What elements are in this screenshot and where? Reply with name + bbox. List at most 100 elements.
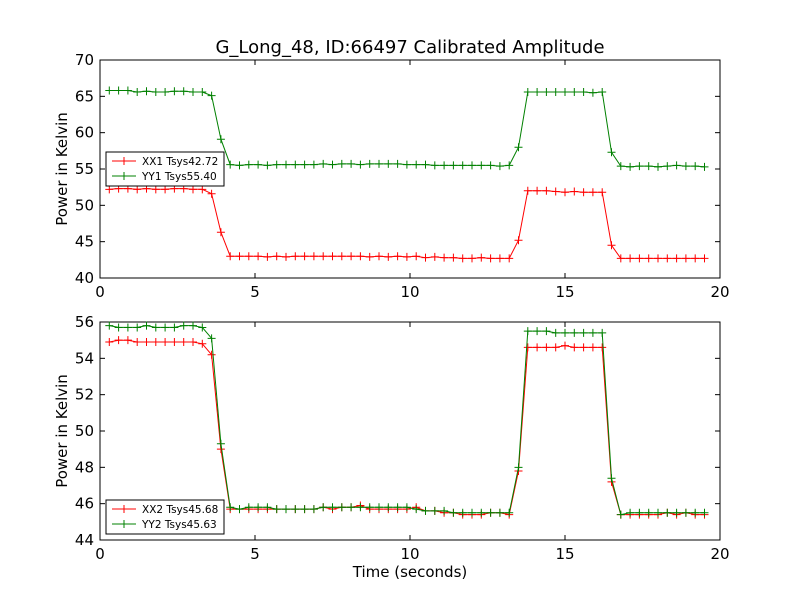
top-data-point	[309, 252, 318, 261]
bottom-legend-label-2: YY2 Tsys45.63	[141, 519, 217, 531]
top-data-point	[542, 186, 551, 195]
bottom-data-point	[133, 337, 142, 346]
bottom-data-point	[551, 328, 560, 337]
bottom-data-point	[533, 327, 542, 336]
top-data-point	[133, 87, 142, 96]
top-legend-swatch-marker	[120, 172, 128, 180]
bottom-panel: Power in Kelvin Time (seconds) 0 5 10 15 20 4…	[53, 313, 730, 581]
top-data-point	[226, 252, 235, 261]
bottom-data-point	[663, 508, 672, 517]
bottom-y-tick-label: 56	[75, 313, 94, 331]
bottom-data-point	[282, 505, 290, 514]
top-data-point	[468, 161, 476, 170]
top-data-point	[337, 159, 346, 168]
bottom-x-tick-label: 20	[710, 545, 729, 563]
top-x-tick-label: 15	[555, 283, 574, 301]
bottom-data-point	[402, 503, 411, 512]
top-data-point	[161, 87, 170, 96]
bottom-data-point	[421, 506, 430, 515]
bottom-data-point	[170, 323, 179, 332]
top-data-point	[505, 161, 514, 170]
top-legend-label-2: YY1 Tsys55.40	[141, 171, 217, 183]
top-data-point	[402, 252, 411, 261]
top-x-tick-label: 0	[95, 283, 105, 301]
top-data-point	[440, 161, 449, 170]
top-data-point	[235, 252, 244, 261]
bottom-data-point	[700, 508, 709, 517]
top-data-point	[198, 185, 207, 194]
bottom-data-point	[207, 334, 216, 343]
top-data-point	[207, 91, 216, 100]
top-data-point	[300, 160, 309, 169]
bottom-data-point	[644, 508, 653, 517]
bottom-x-tick-label: 15	[555, 545, 574, 563]
top-data-point	[282, 160, 290, 169]
top-data-point	[105, 86, 114, 95]
top-data-point	[542, 87, 551, 96]
top-data-point	[626, 254, 635, 263]
top-data-point	[235, 161, 244, 170]
bottom-data-point	[430, 506, 439, 515]
top-data-point	[356, 160, 365, 169]
top-data-point	[691, 254, 700, 263]
top-data-point	[514, 143, 523, 152]
top-data-point	[421, 160, 430, 169]
top-data-point	[700, 162, 709, 171]
top-data-point	[309, 160, 318, 169]
bottom-legend-swatch-marker	[120, 520, 128, 528]
top-legend	[105, 151, 225, 187]
top-data-point	[458, 254, 467, 263]
top-data-point	[254, 252, 263, 261]
top-data-point	[681, 254, 690, 263]
bottom-data-point	[123, 323, 132, 332]
top-data-point	[272, 160, 281, 169]
bottom-data-point	[133, 323, 142, 332]
bottom-x-tick-label: 10	[400, 545, 419, 563]
top-panel: Power in Kelvin 0 5 10 15 20 40 45 50 55 60 65 70 XX…	[53, 51, 730, 301]
top-data-point	[486, 161, 495, 170]
bottom-data-point	[384, 503, 393, 512]
top-y-axis-label: Power in Kelvin	[53, 112, 71, 226]
top-data-point	[337, 252, 346, 261]
top-data-point	[486, 254, 495, 263]
top-data-point	[263, 252, 272, 261]
bottom-x-tick-label: 0	[95, 545, 105, 563]
top-y-tick-label: 50	[75, 196, 94, 214]
top-data-point	[570, 87, 579, 96]
bottom-data-point	[542, 327, 551, 336]
top-data-point	[375, 159, 383, 168]
bottom-data-point	[570, 343, 579, 352]
bottom-data-point	[579, 343, 588, 352]
chart-title: G_Long_48, ID:66497 Calibrated Amplitude	[215, 37, 604, 58]
top-y-tick-label: 60	[75, 124, 94, 142]
bottom-data-point	[691, 508, 700, 517]
top-data-point	[551, 87, 560, 96]
top-data-point	[598, 87, 607, 96]
top-data-point	[282, 252, 290, 261]
top-y-tick-label: 55	[75, 160, 94, 178]
bottom-data-point	[123, 336, 132, 345]
top-data-point	[588, 88, 597, 97]
top-data-point	[263, 161, 272, 170]
top-data-point	[384, 159, 393, 168]
bottom-x-axis-label: Time (seconds)	[352, 563, 468, 581]
bottom-data-point	[226, 503, 235, 512]
top-data-point	[133, 185, 142, 194]
bottom-data-point	[114, 323, 123, 332]
bottom-data-point	[328, 503, 337, 512]
top-y-tick-label: 40	[75, 269, 94, 287]
top-data-point	[319, 252, 328, 261]
bottom-data-point	[161, 337, 170, 346]
bottom-data-point	[514, 463, 523, 472]
top-data-point	[468, 254, 476, 263]
bottom-data-point	[375, 503, 383, 512]
top-data-point	[607, 148, 616, 157]
top-data-point	[412, 252, 421, 261]
bottom-data-point	[598, 343, 607, 352]
top-data-point	[663, 254, 672, 263]
bottom-data-point	[570, 328, 579, 337]
bottom-data-point	[198, 339, 207, 348]
bottom-data-point	[272, 505, 281, 514]
top-data-point	[449, 161, 458, 170]
bottom-data-point	[588, 343, 597, 352]
